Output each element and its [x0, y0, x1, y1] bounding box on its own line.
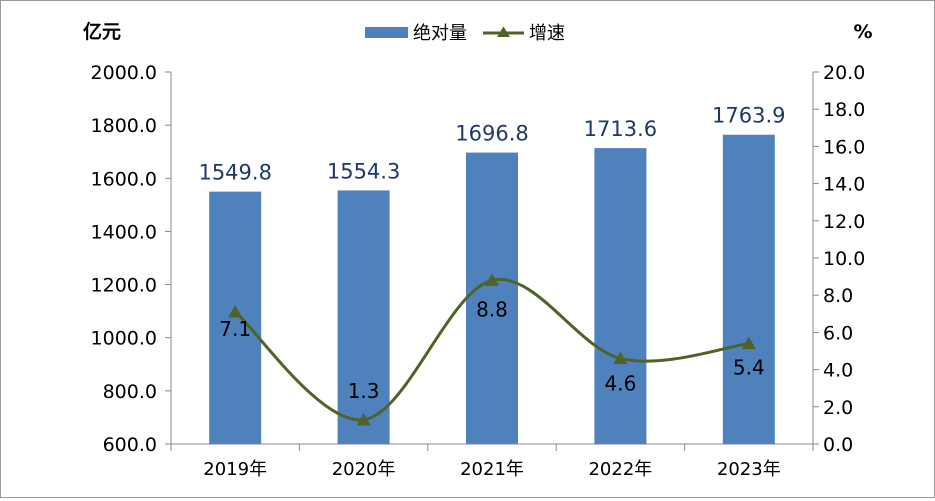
growth-value-label: 5.4	[733, 356, 765, 380]
legend-line-label: 增速	[529, 23, 565, 44]
right-tick-label: 10.0	[823, 248, 865, 270]
right-tick-label: 0.0	[823, 434, 853, 456]
bar-value-label: 1696.8	[455, 122, 528, 146]
axes: 600.0 800.0 1000.0 1200.0 1400.0 1600.0 1800.0…	[91, 62, 866, 480]
left-tick-label: 600.0	[103, 434, 157, 456]
left-tick-label: 1600.0	[91, 168, 157, 190]
right-tick-label: 12.0	[823, 211, 865, 233]
right-tick-label: 18.0	[823, 99, 865, 121]
right-tick-label: 6.0	[823, 322, 853, 344]
right-tick-label: 14.0	[823, 174, 865, 196]
x-tick-label: 2020年	[332, 459, 396, 480]
bar	[466, 152, 518, 444]
right-tick-label: 20.0	[823, 62, 865, 84]
legend-bar-label: 绝对量	[413, 23, 467, 44]
x-tick-label: 2022年	[588, 459, 652, 480]
legend-triangle-marker	[497, 26, 510, 37]
right-axis-unit: %	[853, 21, 872, 43]
left-tick-label: 1800.0	[91, 115, 157, 137]
right-tick-label: 2.0	[823, 397, 853, 419]
growth-line	[228, 273, 756, 426]
growth-point-marker	[613, 351, 628, 365]
growth-value-label: 4.6	[604, 371, 636, 395]
left-tick-label: 1200.0	[91, 275, 157, 297]
legend-bar-swatch	[365, 27, 408, 38]
x-tick-label: 2021年	[460, 459, 524, 480]
legend: 绝对量 增速	[365, 23, 565, 44]
growth-value-label: 8.8	[476, 297, 508, 321]
x-tick-label: 2019年	[203, 459, 267, 480]
right-tick-label: 4.0	[823, 360, 853, 382]
bar	[594, 148, 647, 444]
bar	[337, 190, 390, 444]
growth-point-marker	[485, 273, 499, 286]
bars	[209, 134, 775, 444]
bar	[722, 134, 775, 444]
left-tick-label: 800.0	[103, 381, 157, 403]
left-axis-unit: 亿元	[83, 20, 121, 43]
left-tick-label: 2000.0	[91, 62, 157, 84]
left-tick-label: 1000.0	[91, 328, 157, 350]
left-tick-label: 1400.0	[91, 221, 157, 243]
bar-value-label: 1549.8	[198, 161, 271, 185]
bar-value-label: 1713.6	[584, 117, 657, 141]
growth-value-label: 7.1	[219, 317, 251, 341]
bar	[209, 191, 262, 444]
data-labels: 1549.8 1554.3 1696.8 1713.6 1763.9 7.1 1.3 8.8 4…	[198, 104, 785, 403]
growth-value-label: 1.3	[348, 379, 380, 403]
bar-value-label: 1554.3	[327, 159, 400, 183]
right-tick-label: 8.0	[823, 285, 853, 307]
growth-point-marker	[228, 304, 243, 318]
bar-value-label: 1763.9	[712, 104, 785, 128]
x-tick-label: 2023年	[717, 459, 781, 480]
right-tick-label: 16.0	[823, 136, 865, 158]
growth-point-marker	[741, 336, 756, 350]
growth-point-marker	[356, 412, 371, 426]
